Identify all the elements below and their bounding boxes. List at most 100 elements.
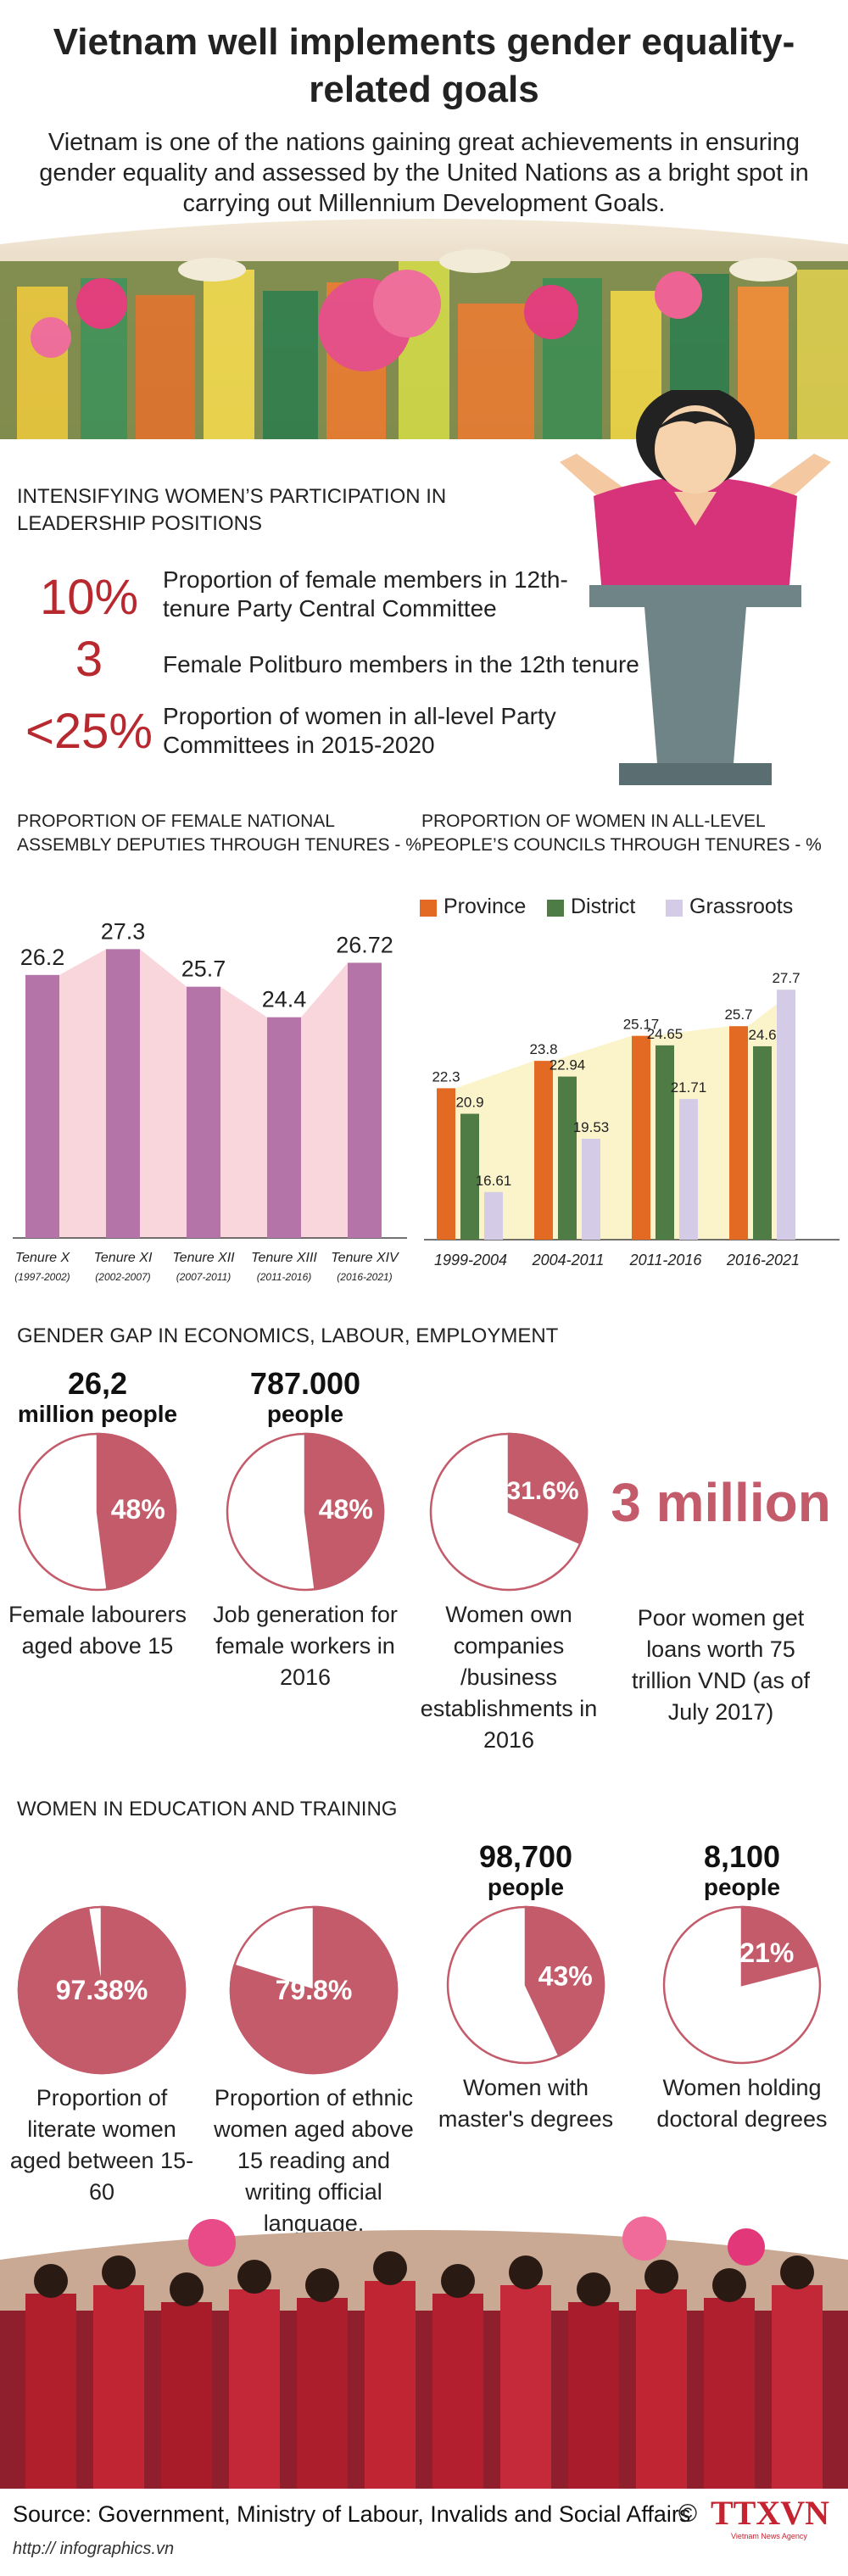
pie-top-unit: people [266,1401,344,1427]
assembly-bar [267,1017,301,1238]
pie-top-value: 787.000 [249,1366,361,1401]
councils-area [437,990,795,1240]
education-heading: WOMEN IN EDUCATION AND TRAINING [17,1798,398,1820]
councils-bar-label: 23.8 [529,1041,557,1057]
stat-value: 3 [75,632,103,687]
stat-value: <25% [25,704,153,759]
assembly-category-label: Tenure XIII [251,1251,317,1265]
councils-chart-heading: PROPORTION OF WOMEN IN ALL-LEVEL PEOPLE’… [421,811,822,855]
assembly-bar [106,949,140,1238]
pie-percent-label: 48% [319,1494,373,1525]
legend-swatch-district [547,900,564,917]
stat-label: Female Politburo members in the 12th ten… [163,651,639,677]
pie-caption: Women holding doctoral degrees [656,2075,828,2132]
councils-bar [753,1045,772,1240]
assembly-subcategory-label: (1997-2002) [14,1271,70,1283]
intro-text: Vietnam is one of the nations gaining gr… [39,129,809,217]
pie-percent-label: 31.6% [507,1477,579,1505]
pie-top-unit: million people [17,1401,178,1427]
assembly-subcategory-label: (2002-2007) [95,1271,150,1283]
councils-bar-label: 16.61 [476,1173,512,1189]
pie-top-value: 8,100 [703,1839,781,1874]
councils-bar [729,1026,748,1240]
pie-percent-label: 79.8% [276,1975,353,2005]
assembly-bar [348,962,382,1238]
pie-top-unit: people [487,1874,565,1900]
pie-top-unit: people [703,1874,781,1900]
speaker-illustration [543,386,848,789]
assembly-category-label: Tenure XII [172,1251,235,1265]
pie-percent-label: 97.38% [56,1975,148,2005]
pie-chart: 21% [662,1905,822,2065]
assembly-bar-label: 25.7 [181,956,226,982]
assembly-bar-label: 27.3 [101,918,146,944]
councils-legend: Province District Grassroots [420,895,844,925]
stat-value: 10% [39,570,139,625]
stat-pie-item: 98,700 people 43% Women with master's degre… [432,1840,619,2135]
councils-chart: 22.3 20.9 16.61 1999-2004 23.8 22.94 19.53 2004… [416,941,848,1297]
councils-bar [558,1076,577,1240]
pie-caption: Proportion of literate women aged betwee… [9,2085,194,2205]
pie-slice [524,1905,605,2057]
assembly-chart: 26.2 Tenure X (1997-2002) 27.3 Tenure XI (200… [0,882,416,1297]
page-title: Vietnam well implements gender equality-… [53,21,795,110]
pie-chart: 43% [446,1905,605,2065]
pie-chart: 79.8% [229,1905,399,2075]
stat-label: Proportion of female members in 12th-ten… [163,566,568,622]
pie-chart: 97.38% [17,1905,187,2075]
pie-slice [96,1432,177,1591]
legend-swatch-grassroots [666,900,683,917]
councils-category-label: 1999-2004 [434,1252,507,1268]
source-text: Source: Government, Ministry of Labour, … [13,2501,691,2527]
logo-subtext: Vietnam News Agency [731,2532,807,2540]
councils-bar-label: 27.7 [772,970,800,986]
pie-chart: 48% [226,1432,385,1592]
pie-caption: Women with master's degrees [438,2075,614,2132]
councils-bar [437,1088,455,1240]
legend-label: Grassroots [689,895,794,918]
councils-chart-svg: 22.3 20.9 16.61 1999-2004 23.822.94 19.53 2004… [424,970,840,1268]
councils-bar-label: 24.6 [748,1027,776,1043]
pie-caption: Female labourers aged above 15 [8,1602,187,1659]
councils-bar-label: 22.94 [550,1057,586,1073]
councils-bar-label: 25.17 [623,1017,660,1033]
loans-caption: Poor women get loans worth 75 trillion V… [631,1605,811,1725]
legend-label: District [571,895,636,918]
councils-category-label: 2011-2016 [629,1252,703,1268]
assembly-bar-label: 24.4 [262,987,307,1012]
assembly-category-label: Tenure XIV [331,1251,399,1265]
pie-slice [304,1432,385,1591]
stat-pie-item: 31.6% Women own companies /business estab… [416,1367,602,1756]
assembly-subcategory-label: (2007-2011) [176,1271,232,1283]
councils-bar [460,1113,479,1240]
assembly-bar-label: 26.2 [20,945,65,970]
pie-top-value: 98,700 [478,1839,573,1874]
stat-pie-item: 8,100 people 21% Women holding doctoral deg… [644,1840,840,2135]
councils-bar [484,1191,503,1240]
councils-bar-label: 20.9 [455,1095,483,1111]
pie-percent-label: 48% [111,1494,165,1525]
assembly-bar [25,974,59,1238]
stat-pie-item: 97.38% Proportion of literate women aged … [0,1840,204,2208]
stat-pie-item: 787.000 people 48% Job generation for femal… [212,1367,399,1693]
legend-swatch-province [420,900,437,917]
councils-bar [679,1099,698,1240]
assembly-bar [187,986,220,1238]
councils-bar [582,1139,600,1240]
pie-caption: Job generation for female workers in 201… [213,1602,398,1690]
councils-bar [534,1061,553,1240]
pie-percent-label: 43% [538,1961,593,1992]
stat-pie-item: 26,2 million people 48% Female labourers ag… [4,1367,191,1662]
pie-top-value: 26,2 [67,1366,128,1401]
pie-slice [740,1905,819,1987]
loans-value: 3 million [611,1472,831,1533]
ttxvn-logo: © TTXVN Vietnam News Agency [678,2491,840,2551]
councils-bar-label: 22.3 [432,1068,460,1084]
logo-text: TTXVN [711,2494,830,2532]
stat-pie-item: 79.8% Proportion of ethnic women aged abo… [212,1840,416,2271]
stat-label: Proportion of women in all-level Party C… [163,703,556,758]
assembly-bar-label: 26.72 [336,932,393,957]
site-link[interactable]: http:// infographics.vn [13,2540,175,2558]
councils-bar-label: 24.65 [647,1026,683,1042]
councils-bar [632,1035,650,1240]
